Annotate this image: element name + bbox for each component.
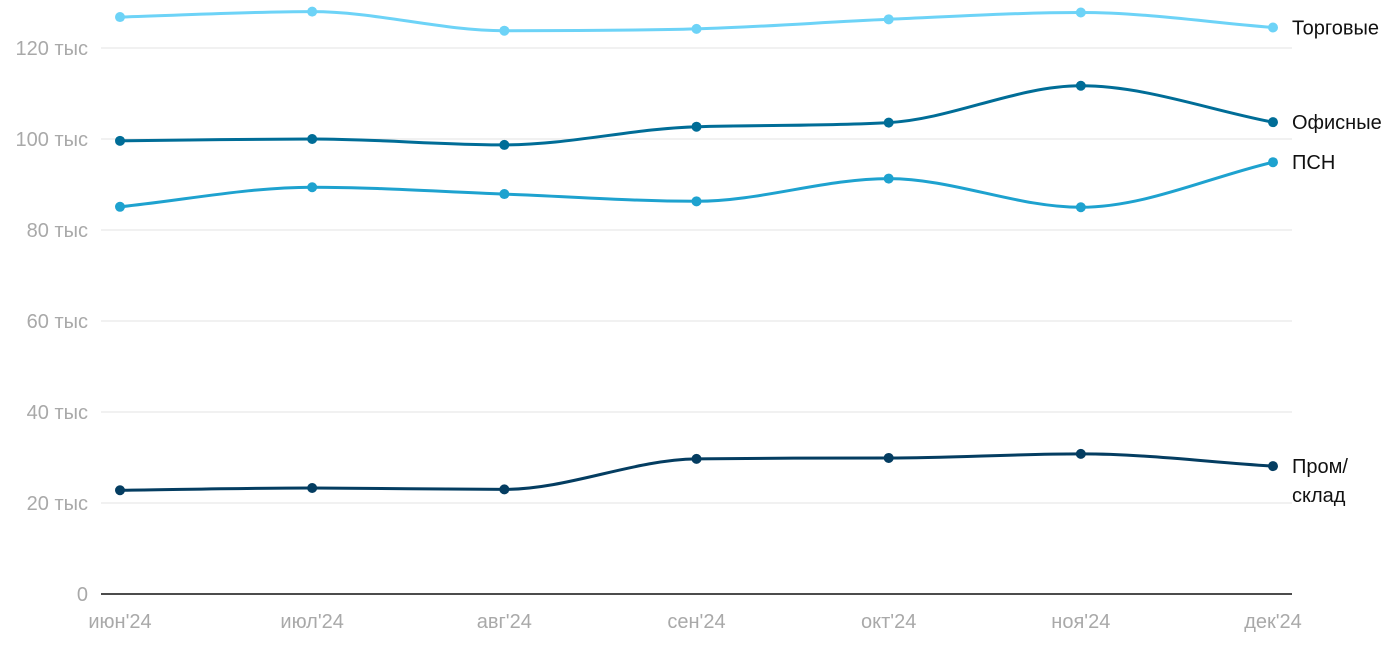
- x-tick-label: дек'24: [1244, 611, 1302, 633]
- y-tick-label: 80 тыс: [27, 220, 88, 242]
- data-point: [883, 14, 894, 25]
- data-point: [883, 452, 894, 463]
- gridlines: [101, 47, 1292, 504]
- series-lines: [115, 6, 1278, 496]
- data-point: [1268, 461, 1278, 472]
- data-point: [499, 189, 510, 200]
- x-axis-tick-labels: июн'24 июл'24 авг'24 сен'24 окт'24 ноя'24 дек'…: [88, 611, 1301, 633]
- data-point: [499, 25, 510, 36]
- data-point: [499, 484, 510, 495]
- data-point: [1075, 448, 1086, 459]
- data-point: [691, 196, 702, 207]
- y-tick-label: 100 тыс: [16, 129, 88, 151]
- data-point: [883, 173, 894, 184]
- data-point: [307, 182, 318, 193]
- series-label: склад: [1292, 485, 1346, 507]
- data-point: [691, 453, 702, 464]
- data-point: [1075, 7, 1086, 18]
- x-tick-label: июн'24: [88, 611, 151, 633]
- series-line: [118, 84, 1275, 147]
- data-point: [691, 121, 702, 132]
- x-tick-label: авг'24: [477, 611, 532, 633]
- series-labels: Торговые Офисные ПСН Пром/склад: [1292, 18, 1382, 508]
- data-point: [1268, 157, 1278, 168]
- x-tick-label: сен'24: [667, 611, 725, 633]
- y-tick-label: 60 тыс: [27, 311, 88, 333]
- y-tick-label: 120 тыс: [16, 38, 88, 60]
- data-point: [1268, 117, 1278, 128]
- y-tick-label: 40 тыс: [27, 402, 88, 424]
- x-tick-label: июл'24: [280, 611, 343, 633]
- y-tick-label: 20 тыс: [27, 493, 88, 515]
- data-point: [883, 117, 894, 128]
- x-tick-label: окт'24: [861, 611, 916, 633]
- x-tick-label: ноя'24: [1051, 611, 1110, 633]
- data-point: [115, 12, 125, 23]
- series-label: Офисные: [1292, 112, 1382, 134]
- data-point: [1268, 22, 1278, 33]
- data-point: [115, 485, 125, 496]
- data-point: [115, 135, 125, 146]
- data-point: [307, 134, 318, 144]
- data-point: [499, 139, 510, 150]
- y-axis-tick-labels: 0 20 тыс 40 тыс 60 тыс 80 тыс 100 тыс 120 тыс: [16, 38, 88, 606]
- y-tick-label: 0: [77, 584, 88, 606]
- series-label: Пром/: [1292, 456, 1348, 478]
- data-point: [1075, 202, 1086, 213]
- series-label: ПСН: [1292, 152, 1335, 174]
- data-point: [691, 23, 702, 34]
- data-point: [307, 6, 318, 17]
- data-point: [115, 201, 125, 212]
- data-point: [1075, 80, 1086, 91]
- series-label: Торговые: [1292, 18, 1379, 40]
- data-point: [307, 482, 318, 493]
